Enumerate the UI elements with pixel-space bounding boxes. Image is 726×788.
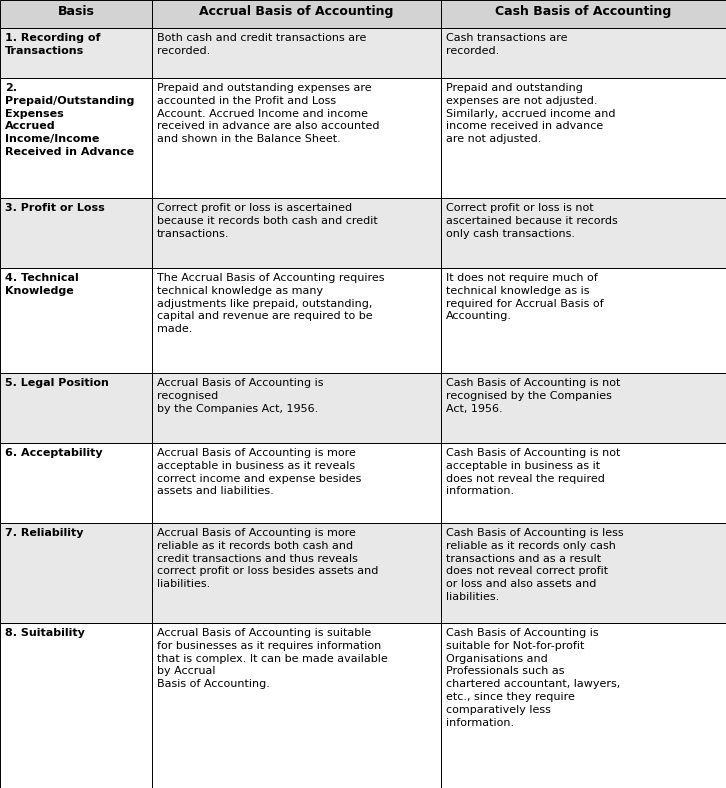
Text: 6. Acceptability: 6. Acceptability [5,448,102,458]
Bar [152,78,441,198]
Bar [441,78,726,198]
Text: Cash Basis of Accounting is not
recognised by the Companies
Act, 1956.: Cash Basis of Accounting is not recognis… [446,378,621,414]
Text: Accrual Basis of Accounting: Accrual Basis of Accounting [200,5,393,18]
Text: The Accrual Basis of Accounting requires
technical knowledge as many
adjustments: The Accrual Basis of Accounting requires… [157,273,385,334]
Bar [441,28,726,78]
Bar [441,268,726,373]
Text: Accrual Basis of Accounting is more
reliable as it records both cash and
credit : Accrual Basis of Accounting is more reli… [157,528,378,589]
Text: 7. Reliability: 7. Reliability [5,528,83,538]
Bar [441,623,726,788]
Text: Both cash and credit transactions are
recorded.: Both cash and credit transactions are re… [157,33,367,56]
Bar [152,28,441,78]
Text: Cash Basis of Accounting is less
reliable as it records only cash
transactions a: Cash Basis of Accounting is less reliabl… [446,528,624,602]
Text: It does not require much of
technical knowledge as is
required for Accrual Basis: It does not require much of technical kn… [446,273,603,322]
Text: 8. Suitability: 8. Suitability [5,628,85,638]
Bar [0,28,152,78]
Bar [152,443,441,523]
Text: Accrual Basis of Accounting is suitable
for businesses as it requires informatio: Accrual Basis of Accounting is suitable … [157,628,388,690]
Bar [441,0,726,28]
Bar [0,0,152,28]
Text: 3. Profit or Loss: 3. Profit or Loss [5,203,105,213]
Text: Cash transactions are
recorded.: Cash transactions are recorded. [446,33,568,56]
Bar [441,373,726,443]
Text: Accrual Basis of Accounting is
recognised
by the Companies Act, 1956.: Accrual Basis of Accounting is recognise… [157,378,324,414]
Text: Cash Basis of Accounting: Cash Basis of Accounting [495,5,672,18]
Bar [0,523,152,623]
Text: Prepaid and outstanding expenses are
accounted in the Profit and Loss
Account. A: Prepaid and outstanding expenses are acc… [157,83,380,144]
Text: 2.
Prepaid/Outstanding
Expenses
Accrued
Income/Income
Received in Advance: 2. Prepaid/Outstanding Expenses Accrued … [5,83,134,157]
Text: Basis: Basis [57,5,94,18]
Bar [152,268,441,373]
Text: Prepaid and outstanding
expenses are not adjusted.
Similarly, accrued income and: Prepaid and outstanding expenses are not… [446,83,616,144]
Bar [0,198,152,268]
Text: Correct profit or loss is ascertained
because it records both cash and credit
tr: Correct profit or loss is ascertained be… [157,203,378,239]
Bar [152,523,441,623]
Bar [0,78,152,198]
Text: 1. Recording of
Transactions: 1. Recording of Transactions [5,33,100,56]
Bar [152,373,441,443]
Bar [441,443,726,523]
Text: Correct profit or loss is not
ascertained because it records
only cash transacti: Correct profit or loss is not ascertaine… [446,203,618,239]
Bar [0,443,152,523]
Text: Accrual Basis of Accounting is more
acceptable in business as it reveals
correct: Accrual Basis of Accounting is more acce… [157,448,362,496]
Text: 5. Legal Position: 5. Legal Position [5,378,109,388]
Bar [441,523,726,623]
Bar [152,623,441,788]
Bar [152,198,441,268]
Text: Cash Basis of Accounting is not
acceptable in business as it
does not reveal the: Cash Basis of Accounting is not acceptab… [446,448,621,496]
Bar [0,373,152,443]
Text: 4. Technical
Knowledge: 4. Technical Knowledge [5,273,78,296]
Bar [0,268,152,373]
Bar [0,623,152,788]
Bar [441,198,726,268]
Bar [152,0,441,28]
Text: Cash Basis of Accounting is
suitable for Not-for-profit
Organisations and
Profes: Cash Basis of Accounting is suitable for… [446,628,620,727]
